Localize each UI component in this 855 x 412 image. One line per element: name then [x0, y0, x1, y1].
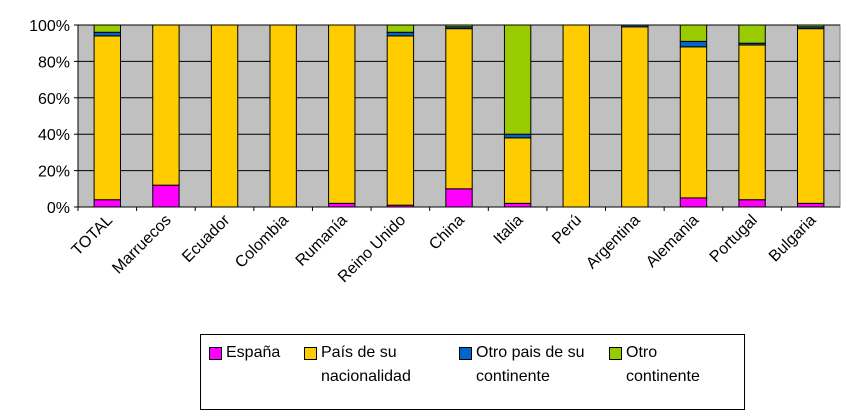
bar-segment — [445, 188, 473, 208]
bar-segment — [679, 197, 708, 208]
legend-swatch — [209, 347, 222, 360]
y-tick-label: 20% — [38, 164, 70, 181]
bar-segment — [738, 24, 766, 44]
bar-segment — [445, 24, 473, 28]
legend-swatch — [304, 347, 317, 360]
bar-segment — [93, 35, 121, 201]
bar-segment — [93, 24, 121, 33]
bar-segment — [93, 31, 121, 37]
bar-segment — [152, 184, 180, 208]
x-tick-label: Rumanía — [293, 212, 351, 270]
y-tick-label: 0% — [47, 200, 70, 217]
legend-label: Otro pais de su continente — [476, 344, 585, 385]
bar-segment — [679, 24, 708, 42]
bar-segment — [328, 24, 356, 204]
x-tick-label: Marruecos — [109, 212, 174, 277]
legend-swatch — [609, 347, 622, 360]
legend-label: País de su nacionalidad — [321, 344, 411, 385]
y-tick-label: 60% — [38, 91, 70, 108]
x-tick-label: Italia — [491, 212, 527, 248]
x-tick-label: Argentina — [583, 212, 644, 273]
legend-label: España — [226, 344, 281, 361]
x-tick-label: Ecuador — [179, 211, 234, 266]
legend-swatch — [459, 347, 472, 360]
bar-segment — [797, 28, 825, 204]
bar-segment — [679, 40, 708, 48]
bar-segment — [797, 24, 825, 28]
legend-label: Otro continente — [626, 344, 700, 385]
legend-item: País de su nacionalidad — [300, 341, 455, 403]
bar-segment — [503, 137, 532, 204]
y-tick-label: 80% — [38, 54, 70, 71]
bar-segment — [386, 24, 415, 33]
bar-segment — [93, 199, 121, 208]
bar-segment — [152, 24, 180, 186]
bar-segment — [738, 199, 766, 208]
bar-segment — [738, 44, 766, 201]
x-tick-label: China — [426, 212, 468, 254]
bar-segment — [797, 202, 825, 208]
legend-item: Otro pais de su continente — [455, 341, 605, 403]
y-tick-label: 40% — [38, 127, 70, 144]
bar-segment — [386, 35, 415, 206]
bar-segment — [386, 31, 415, 37]
bar-segment — [503, 133, 532, 139]
y-tick-label: 100% — [29, 18, 70, 35]
bar-segment — [503, 202, 532, 208]
x-tick-label: Colombia — [232, 212, 292, 272]
bar-segment — [210, 24, 239, 208]
x-tick-label: TOTAL — [69, 212, 117, 260]
x-tick-label: Perú — [549, 212, 585, 248]
x-tick-label: Alemania — [643, 212, 702, 271]
bar-segment — [679, 46, 708, 199]
bar-segment — [621, 26, 649, 208]
legend-item: Otro continente — [605, 341, 735, 403]
bar-segment — [621, 24, 649, 28]
x-tick-label: Portugal — [707, 212, 761, 266]
bar-segment — [269, 24, 297, 208]
legend-item: España — [205, 341, 300, 403]
bar-segment — [562, 24, 590, 208]
bar-segment — [503, 24, 532, 135]
bar-segment — [328, 202, 356, 208]
legend: España País de su nacionalidad Otro pais d… — [200, 334, 745, 410]
bar-segment — [445, 28, 473, 190]
x-tick-label: Bulgaria — [766, 212, 820, 266]
